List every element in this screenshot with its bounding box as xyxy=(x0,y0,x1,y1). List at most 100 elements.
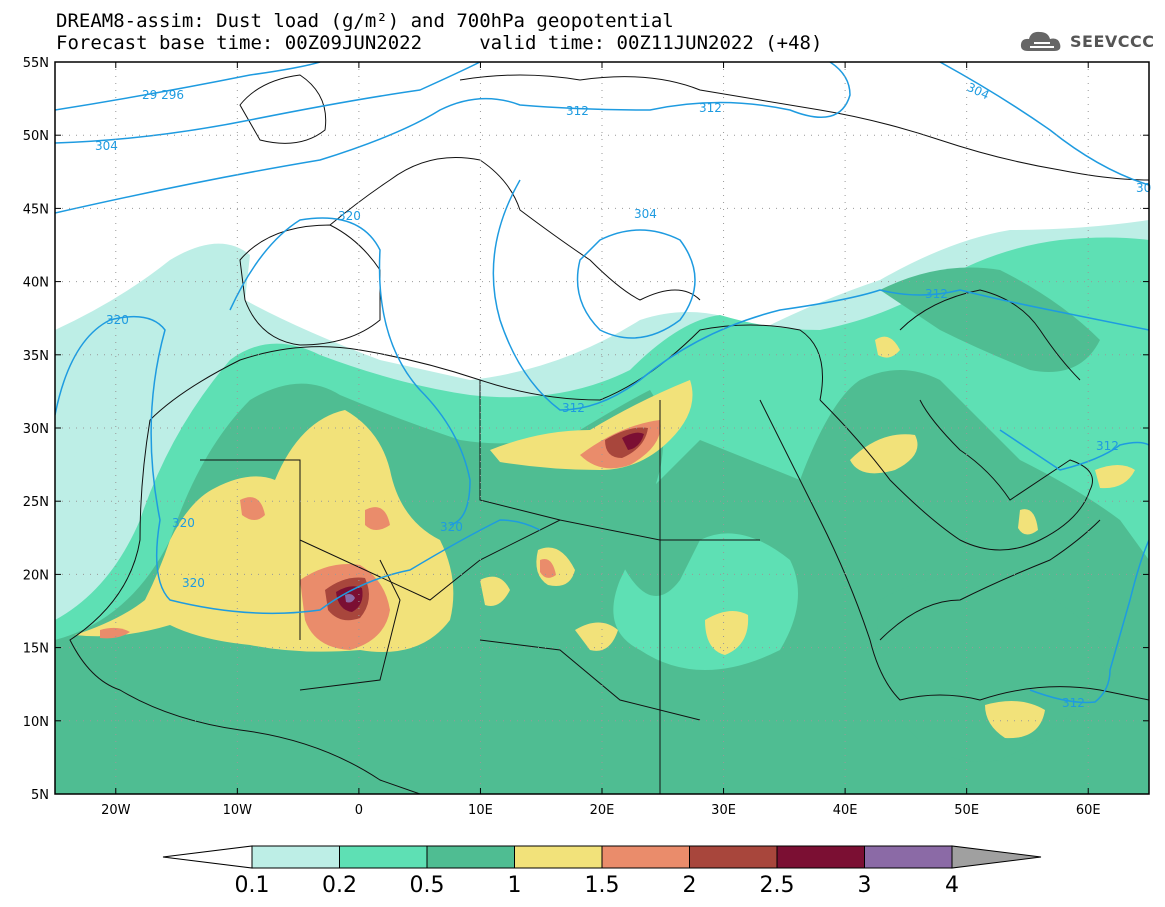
contour-label: 320 xyxy=(172,516,195,530)
contour-312 xyxy=(55,62,851,214)
colorbar-under-arrow xyxy=(162,845,253,869)
contour-312-med xyxy=(492,179,1149,411)
lon-tick-label: 60E xyxy=(1076,803,1101,818)
coastline xyxy=(69,419,421,794)
lon-tick-label: 50E xyxy=(954,803,979,818)
dust-band-0.5 xyxy=(877,573,1110,762)
logo-text: SEEVCCC xyxy=(1070,31,1155,51)
dust-band-1.5 xyxy=(100,627,130,639)
lat-tick-label: 45N xyxy=(23,202,49,217)
lon-tick-label: 10W xyxy=(223,803,253,818)
contour-296 xyxy=(55,62,321,111)
border xyxy=(299,559,701,721)
colorbar-tick-label: 0.5 xyxy=(410,873,445,898)
colorbar-tick-label: 2 xyxy=(683,873,697,898)
lon-tick-label: 20W xyxy=(101,803,131,818)
colorbar-tick-label: 1 xyxy=(508,873,522,898)
cloud-icon xyxy=(1020,31,1061,51)
dust-band-3 xyxy=(345,594,355,603)
colorbar-swatch xyxy=(776,845,865,869)
contour-label: 304 xyxy=(634,207,657,221)
dust-band-1 xyxy=(985,701,1045,739)
colorbar-tick-label: 0.2 xyxy=(322,873,357,898)
seevccc-logo: SEEVCCC xyxy=(1018,26,1155,56)
lat-tick-label: 20N xyxy=(23,568,49,583)
contour-312-arabia xyxy=(999,429,1149,471)
contour-label: 30 xyxy=(1136,181,1151,195)
dust-band-1.5 xyxy=(240,497,265,520)
coastline xyxy=(239,74,327,144)
contour-label: 312 xyxy=(562,401,585,415)
dust-field xyxy=(55,220,1149,794)
dust-band-1 xyxy=(1018,509,1038,535)
coastline xyxy=(459,74,1149,181)
colorbar-swatch xyxy=(251,845,340,869)
colorbar-over-arrow xyxy=(951,845,1042,869)
border xyxy=(200,459,661,794)
contour-label: 320 xyxy=(182,576,205,590)
coastline xyxy=(239,224,381,346)
contour-label: 320 xyxy=(106,313,129,327)
coastline xyxy=(149,324,823,421)
axis-ticks: 20W 10W 0 10E 20E 30E 40E 50E 60E 55N 50N 45N 40N 35N… xyxy=(23,56,1149,818)
contour-label: 312 xyxy=(566,104,589,118)
colorbar-tick-label: 1.5 xyxy=(585,873,620,898)
lon-tick-label: 10E xyxy=(468,803,493,818)
contour-320 xyxy=(55,315,541,615)
contour-312-south xyxy=(1029,539,1149,704)
lon-tick-label: 30E xyxy=(711,803,736,818)
lat-tick-label: 10N xyxy=(23,715,49,730)
contour-label: 304 xyxy=(95,139,118,153)
lat-tick-label: 5N xyxy=(31,788,49,803)
coastline xyxy=(759,399,1149,701)
coastline xyxy=(879,519,1101,641)
graticule xyxy=(55,62,1149,794)
contour-320-north xyxy=(229,217,471,526)
contour-label: 320 xyxy=(440,520,463,534)
lat-tick-label: 40N xyxy=(23,276,49,291)
lat-tick-label: 25N xyxy=(23,495,49,510)
colorbar-swatch xyxy=(514,845,603,869)
map-subtitle: Forecast base time: 00Z09JUN2022 valid t… xyxy=(56,32,823,54)
geopotential-contours xyxy=(55,62,1149,704)
lat-tick-label: 15N xyxy=(23,642,49,657)
dust-band-1.5 xyxy=(540,559,556,578)
contour-label: 29 296 xyxy=(142,88,184,102)
contour-label: 312 xyxy=(1096,439,1119,453)
lon-tick-label: 0 xyxy=(355,803,363,818)
contour-labels: 29 296 304 312 312 30 320 304 312 320 32… xyxy=(95,80,1151,710)
contour-label: 312 xyxy=(925,287,948,301)
lat-tick-label: 55N xyxy=(23,56,49,71)
lon-tick-label: 40E xyxy=(833,803,858,818)
dust-band-1 xyxy=(705,611,749,655)
contour-label: 312 xyxy=(699,101,722,115)
contour-label: 320 xyxy=(338,209,361,223)
lat-tick-label: 30N xyxy=(23,422,49,437)
contour-label: 312 xyxy=(1062,696,1085,710)
contour-304 xyxy=(55,62,481,144)
lat-tick-label: 50N xyxy=(23,129,49,144)
dust-band-1 xyxy=(575,622,618,651)
colorbar-tick-label: 3 xyxy=(858,873,872,898)
colorbar: 0.1 0.2 0.5 1 1.5 2 2.5 3 4 xyxy=(162,845,1042,898)
map-title: DREAM8-assim: Dust load (g/m²) and 700hP… xyxy=(56,10,674,32)
dust-band-1 xyxy=(1095,465,1135,489)
coastline xyxy=(329,157,701,301)
colorbar-tick-label: 4 xyxy=(945,873,959,898)
colorbar-swatch xyxy=(339,845,428,869)
colorbar-tick-label: 0.1 xyxy=(235,873,270,898)
coastlines xyxy=(69,74,1149,794)
coastline xyxy=(819,399,1093,551)
dust-band-1 xyxy=(850,434,918,474)
coastline xyxy=(899,289,1081,381)
contour-304-east xyxy=(939,62,1149,186)
dust-band-1 xyxy=(480,576,510,606)
colorbar-swatch xyxy=(864,845,953,869)
colorbar-swatch xyxy=(601,845,690,869)
lon-tick-label: 20E xyxy=(590,803,615,818)
colorbar-tick-label: 2.5 xyxy=(760,873,795,898)
dust-band-1.5 xyxy=(365,507,390,530)
contour-304-balkans xyxy=(576,229,696,339)
lat-tick-label: 35N xyxy=(23,349,49,364)
